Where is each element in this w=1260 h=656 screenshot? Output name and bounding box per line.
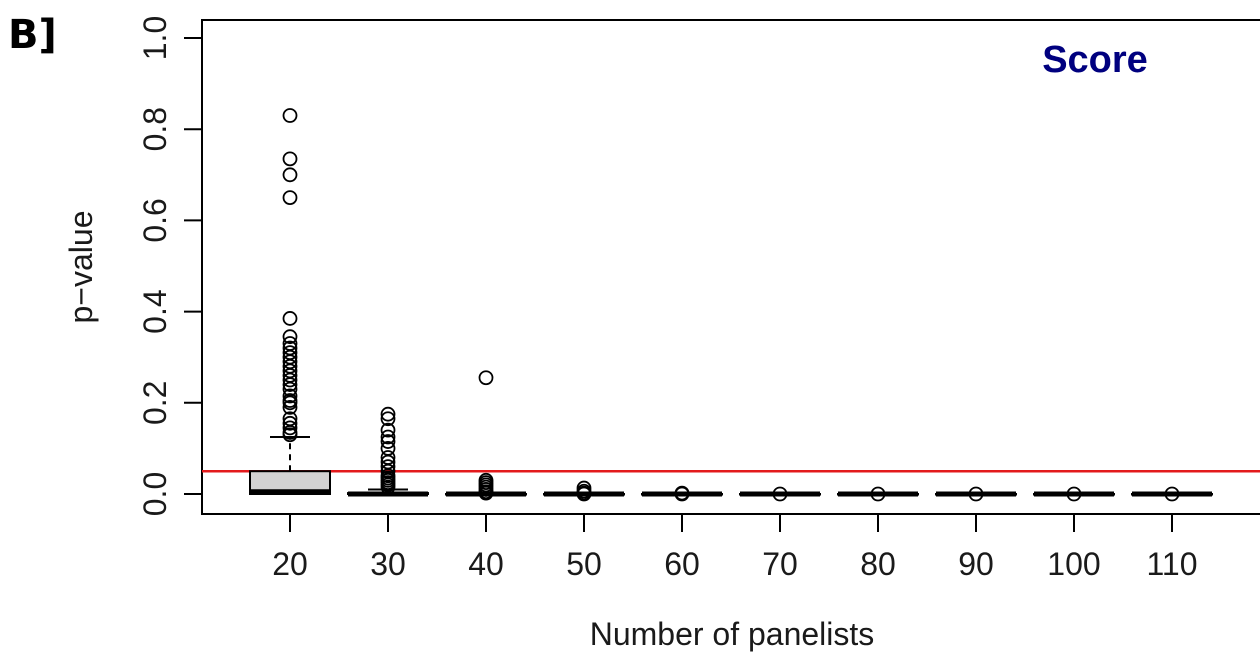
plot-border (201, 19, 1260, 515)
box-group (1033, 486, 1115, 502)
outlier-point (282, 427, 298, 443)
y-axis-title: p−value (63, 211, 99, 324)
outlier-point (282, 399, 298, 415)
x-axis: 20 30 40 50 60 70 80 90 100 110 (272, 514, 1198, 582)
x-tick-label: 70 (762, 546, 798, 582)
outlier-point (380, 411, 396, 427)
outlier-point (380, 422, 396, 438)
outlier-point (282, 388, 298, 404)
x-tick-label: 80 (860, 546, 896, 582)
outlier-point (380, 479, 396, 495)
outlier-point (870, 486, 886, 502)
outlier-point (380, 429, 396, 445)
x-tick-label: 30 (370, 546, 406, 582)
x-tick-label: 110 (1146, 546, 1197, 582)
outlier-point (282, 329, 298, 345)
box-group (445, 370, 527, 501)
outlier-point (968, 486, 984, 502)
outlier-point (380, 406, 396, 422)
box-group (641, 485, 723, 502)
y-tick-label: 0.8 (137, 107, 173, 151)
outlier-point (282, 395, 298, 411)
score-label: Score (1042, 39, 1148, 81)
outlier-point (282, 415, 298, 431)
y-tick-label: 0.6 (137, 198, 173, 242)
outlier-point (1164, 486, 1180, 502)
x-axis-title: Number of panelists (590, 616, 875, 652)
y-tick-label: 0.2 (137, 381, 173, 425)
outlier-point (282, 108, 298, 123)
outlier-point (282, 420, 298, 436)
y-tick-label: 0.4 (137, 289, 173, 333)
outlier-point (282, 167, 298, 183)
outlier-point (282, 372, 298, 388)
x-tick-label: 90 (958, 546, 994, 582)
outlier-point (282, 190, 298, 206)
outlier-point (380, 434, 396, 449)
outlier-point (478, 370, 494, 386)
y-tick-label: 1.0 (137, 16, 173, 60)
boxes-layer (249, 108, 1213, 502)
x-tick-label: 20 (272, 546, 308, 582)
box-group (347, 406, 429, 497)
y-tick-label: 0.0 (137, 472, 173, 516)
x-tick-label: 60 (664, 546, 700, 582)
outlier-point (576, 486, 592, 502)
outlier-point (282, 377, 298, 392)
outlier-point (772, 486, 788, 502)
x-tick-label: 100 (1047, 546, 1100, 582)
box-group (837, 486, 919, 502)
outlier-point (478, 485, 494, 501)
x-tick-label: 40 (468, 546, 504, 582)
outlier-point (282, 151, 298, 167)
box-group (1131, 486, 1213, 502)
outlier-point (282, 311, 298, 326)
outlier-point (1066, 486, 1082, 502)
box-group (249, 108, 331, 496)
outlier-point (674, 486, 690, 502)
box-group (739, 486, 821, 502)
plot-frame (201, 19, 1260, 515)
box-group (543, 480, 625, 502)
y-axis: 0.0 0.2 0.4 0.6 0.8 1.0 (137, 16, 202, 516)
x-tick-label: 50 (566, 546, 602, 582)
box-group (935, 486, 1017, 502)
panel-label: B] (8, 12, 57, 58)
